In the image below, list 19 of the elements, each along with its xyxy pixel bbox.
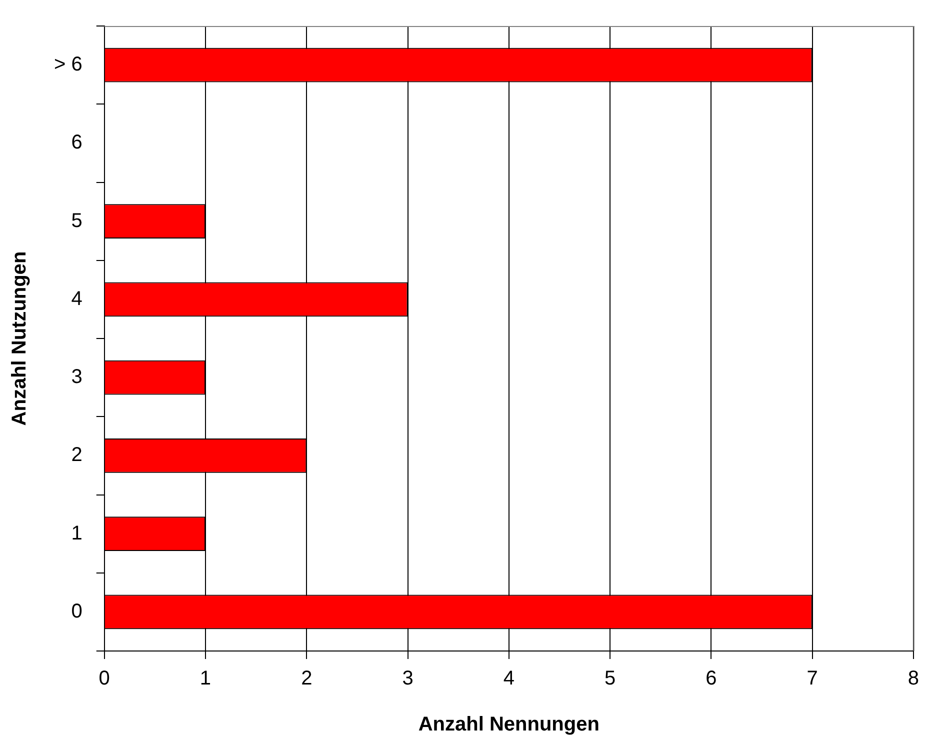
x-tick-label: 8 [908,668,919,690]
y-tick-label: 1 [71,522,82,544]
x-tick-label: 0 [98,668,110,690]
x-tick-label: 1 [200,668,212,690]
x-axis-title: Anzahl Nennungen [418,714,600,736]
y-tick-label: 6 [71,132,82,154]
x-tick-label: 6 [706,668,717,690]
y-tick-label: 0 [71,600,82,622]
x-tick-label: 2 [301,668,312,690]
y-tick-label: 4 [71,288,82,310]
x-tick-label: 4 [503,668,514,690]
y-axis-title: Anzahl Nutzungen [8,251,31,426]
y-tick-label: 5 [71,210,82,232]
x-tick-label: 5 [604,668,616,690]
x-tick-label: 3 [402,668,414,690]
y-tick-label: 3 [71,366,82,388]
y-tick-label: 2 [71,444,82,466]
x-tick-label: 7 [806,668,818,690]
y-tick-label: > 6 [54,54,82,76]
